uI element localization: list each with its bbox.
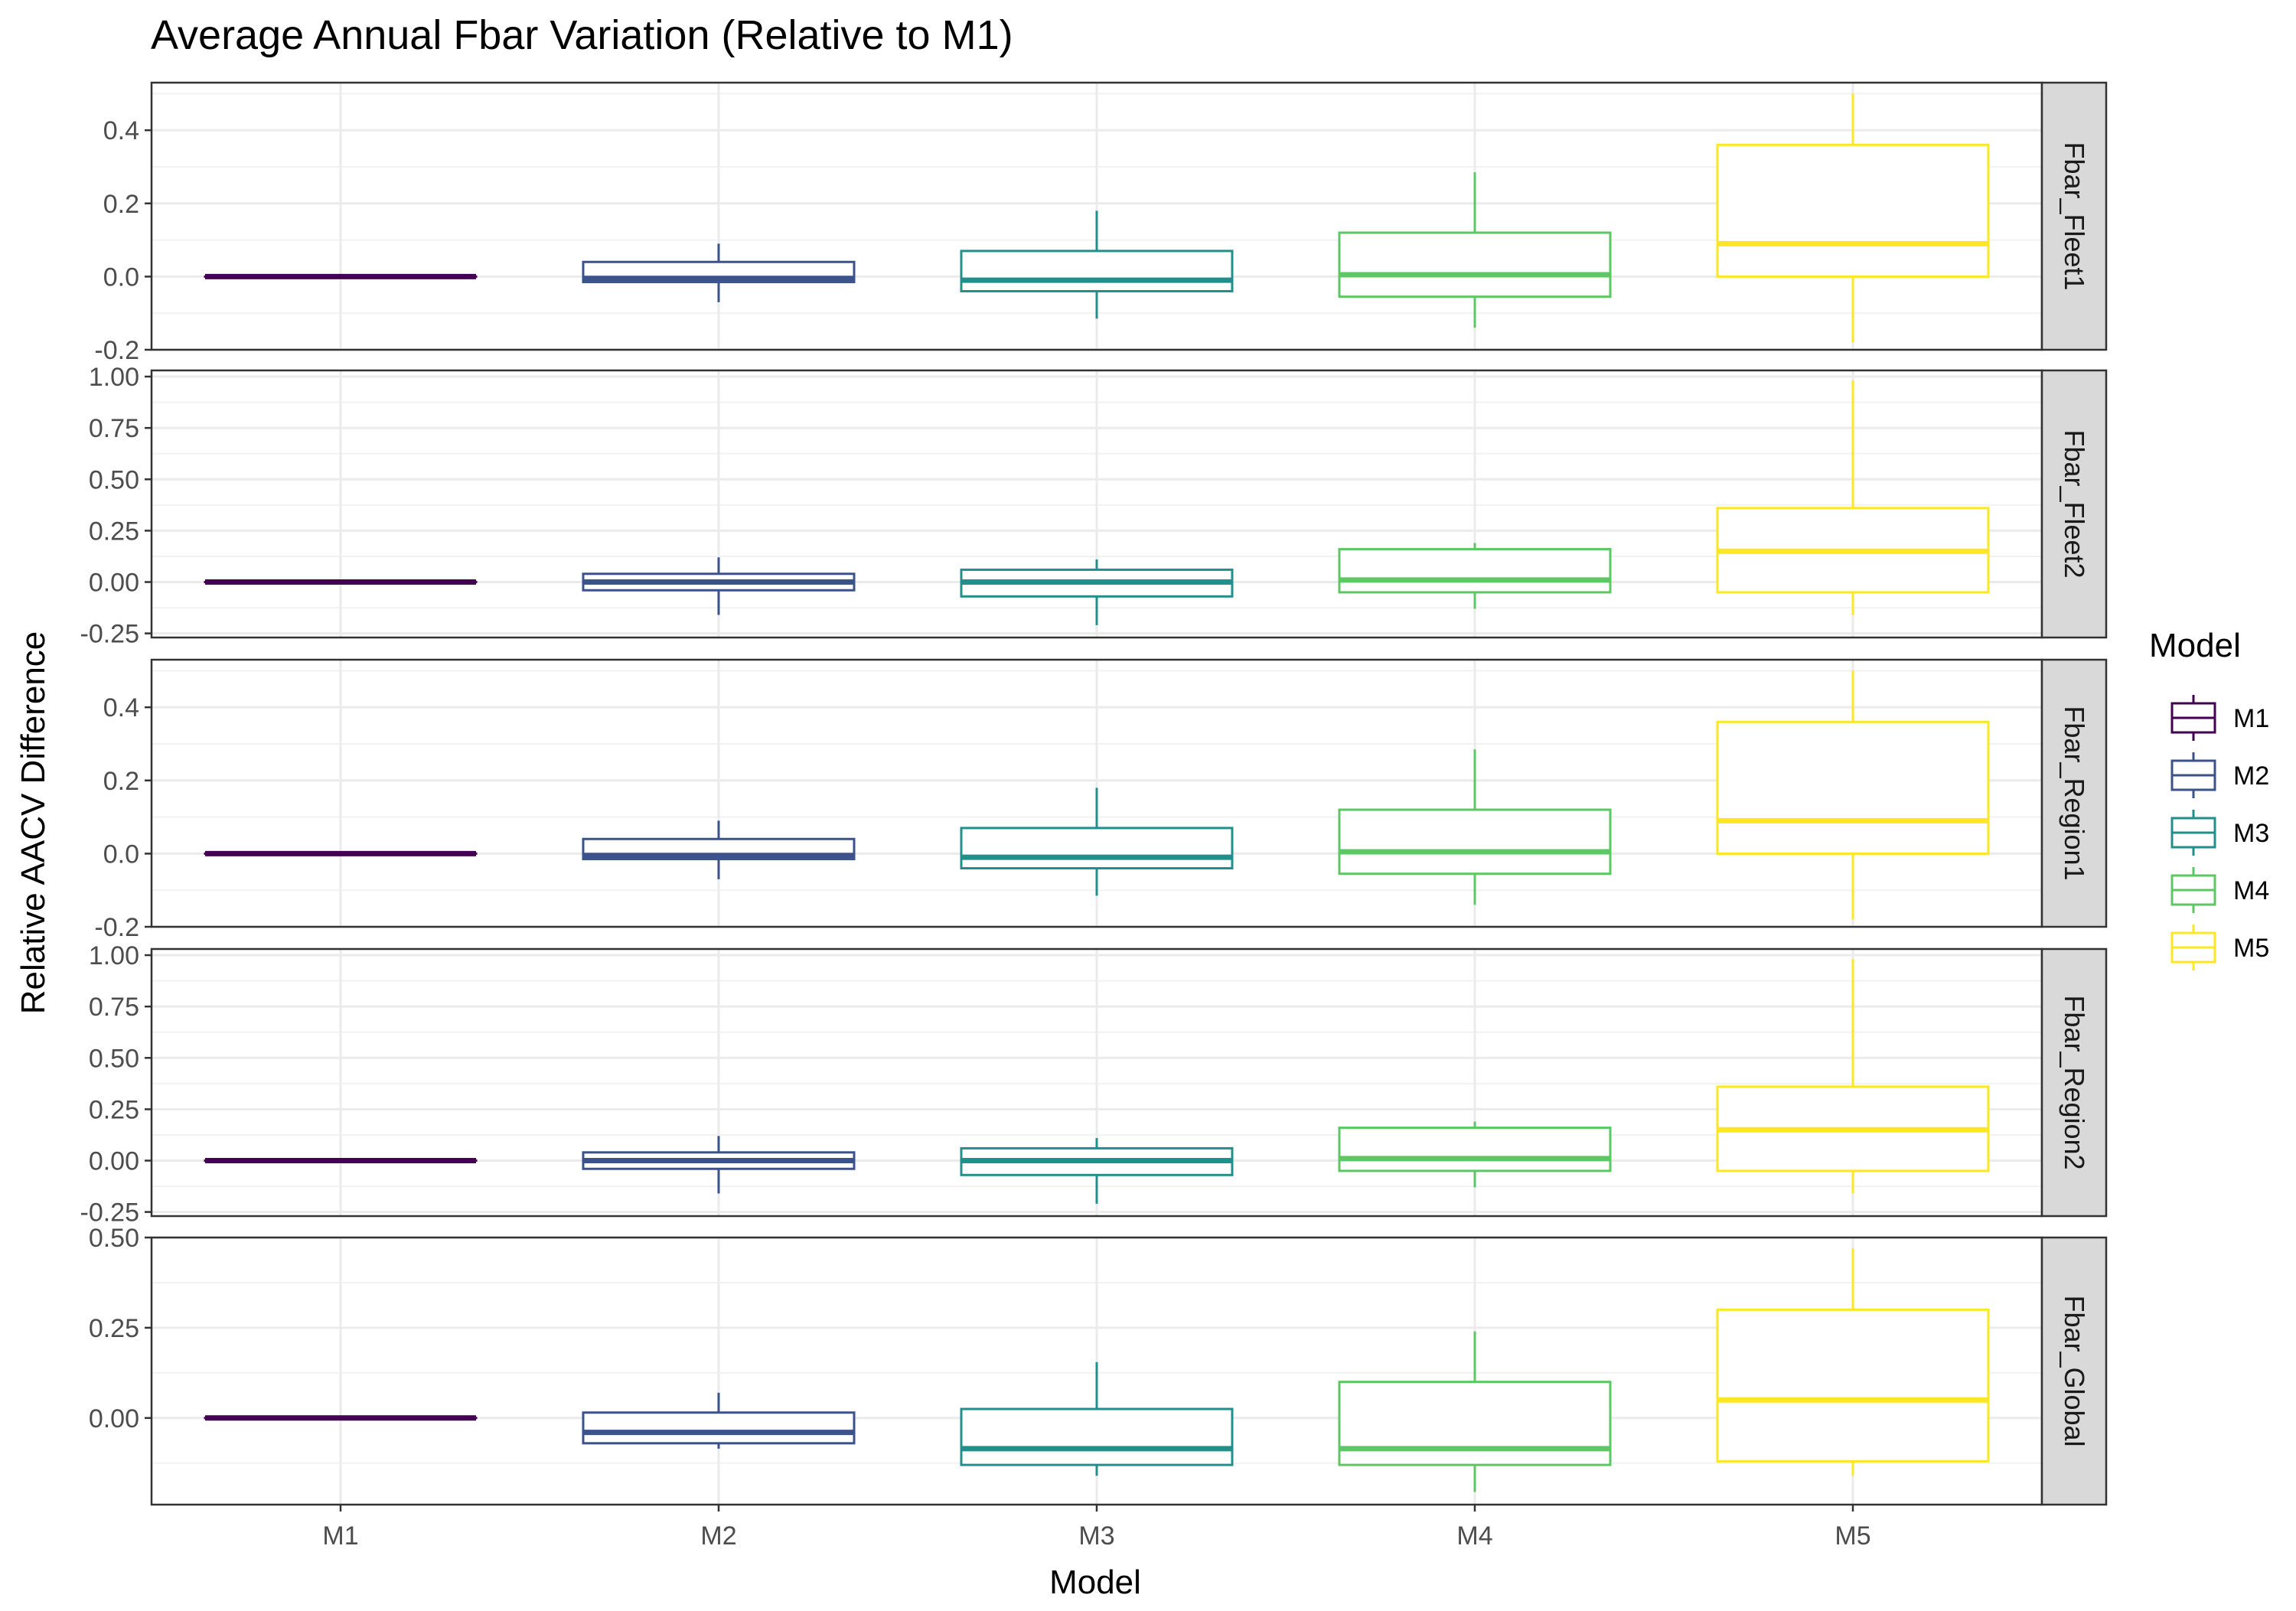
facet-strip-label: Fbar_Global	[2059, 1295, 2090, 1446]
box-body	[583, 1413, 854, 1443]
y-tick-label: 0.50	[89, 465, 139, 494]
y-tick-label: 0.4	[103, 693, 139, 722]
y-tick-label: 0.25	[89, 1314, 139, 1343]
x-tick-label: M1	[322, 1521, 358, 1551]
facet-strip-label: Fbar_Region1	[2059, 706, 2090, 880]
legend-key-M4	[2172, 867, 2215, 913]
legend-label-M2: M2	[2233, 761, 2269, 791]
y-tick-label: -0.25	[80, 620, 140, 649]
y-tick-label: 0.75	[89, 414, 139, 443]
box-body	[1339, 550, 1610, 592]
y-tick-label: 1.00	[89, 363, 139, 392]
legend-label-M5: M5	[2233, 934, 2269, 963]
x-tick-label: M4	[1456, 1521, 1492, 1551]
box-body	[1339, 1128, 1610, 1171]
y-tick-label: -0.2	[94, 336, 139, 365]
x-tick-label: M3	[1078, 1521, 1114, 1551]
legend-key-M1	[2172, 695, 2215, 741]
y-tick-label: -0.2	[94, 913, 139, 942]
facet-strip-label: Fbar_Fleet2	[2059, 429, 2090, 578]
x-axis-title: Model	[1049, 1564, 1141, 1601]
legend-label-M1: M1	[2233, 704, 2269, 733]
panel-Fbar_Global: 0.00 0.25 0.50 Fbar_Global	[89, 1224, 2106, 1505]
y-tick-label: 0.0	[103, 263, 139, 292]
facet-strip-label: Fbar_Fleet1	[2059, 142, 2090, 290]
legend-label-M4: M4	[2233, 876, 2269, 905]
box-body	[961, 251, 1232, 292]
y-tick-label: 0.2	[103, 767, 139, 796]
legend-key-M2	[2172, 752, 2215, 798]
y-tick-label: 0.4	[103, 116, 139, 145]
box-body	[1339, 233, 1610, 297]
y-tick-label: 0.00	[89, 1147, 139, 1176]
legend-key-M5	[2172, 925, 2215, 970]
y-tick-label: 1.00	[89, 941, 139, 970]
legend: Model M1 M2 M3 M4 M5	[2149, 627, 2269, 970]
x-tick-label: M2	[700, 1521, 736, 1551]
y-axis-title: Relative AACV Difference	[15, 631, 52, 1015]
legend-title: Model	[2149, 627, 2241, 664]
box-body	[1717, 1309, 1988, 1461]
y-tick-label: 0.75	[89, 993, 139, 1022]
box-body	[961, 828, 1232, 869]
panel-Fbar_Region1: -0.2 0.0 0.2 0.4 Fbar_Region1	[94, 660, 2106, 942]
y-tick-label: 0.25	[89, 1095, 139, 1124]
box-body	[1339, 1382, 1610, 1465]
y-tick-label: 0.00	[89, 1404, 139, 1433]
box-body	[1717, 722, 1988, 853]
y-tick-label: -0.25	[80, 1198, 140, 1228]
panels-layer: -0.2 0.0 0.2 0.4 Fbar_Fleet1 -0.25 0.00 0.25 0.5…	[80, 83, 2107, 1505]
y-tick-label: 0.50	[89, 1044, 139, 1073]
legend-label-M3: M3	[2233, 819, 2269, 848]
y-tick-label: 0.0	[103, 840, 139, 869]
facet-strip-label: Fbar_Region2	[2059, 995, 2090, 1169]
panel-Fbar_Fleet1: -0.2 0.0 0.2 0.4 Fbar_Fleet1	[94, 83, 2106, 365]
legend-key-M3	[2172, 810, 2215, 856]
chart-title: Average Annual Fbar Variation (Relative …	[151, 12, 1013, 58]
box-body	[1717, 145, 1988, 276]
panel-Fbar_Fleet2: -0.25 0.00 0.25 0.50 0.75 1.00 Fbar_Fleet2	[80, 363, 2107, 649]
box-body	[961, 1409, 1232, 1465]
y-tick-label: 0.2	[103, 190, 139, 219]
y-tick-label: 0.50	[89, 1224, 139, 1253]
x-tick-label: M5	[1835, 1521, 1870, 1551]
box-body	[1339, 810, 1610, 874]
x-axis: M1 M2 M3 M4 M5	[322, 1505, 1870, 1551]
panel-Fbar_Region2: -0.25 0.00 0.25 0.50 0.75 1.00 Fbar_Region2	[80, 941, 2107, 1228]
y-tick-label: 0.25	[89, 517, 139, 546]
y-tick-label: 0.00	[89, 569, 139, 598]
